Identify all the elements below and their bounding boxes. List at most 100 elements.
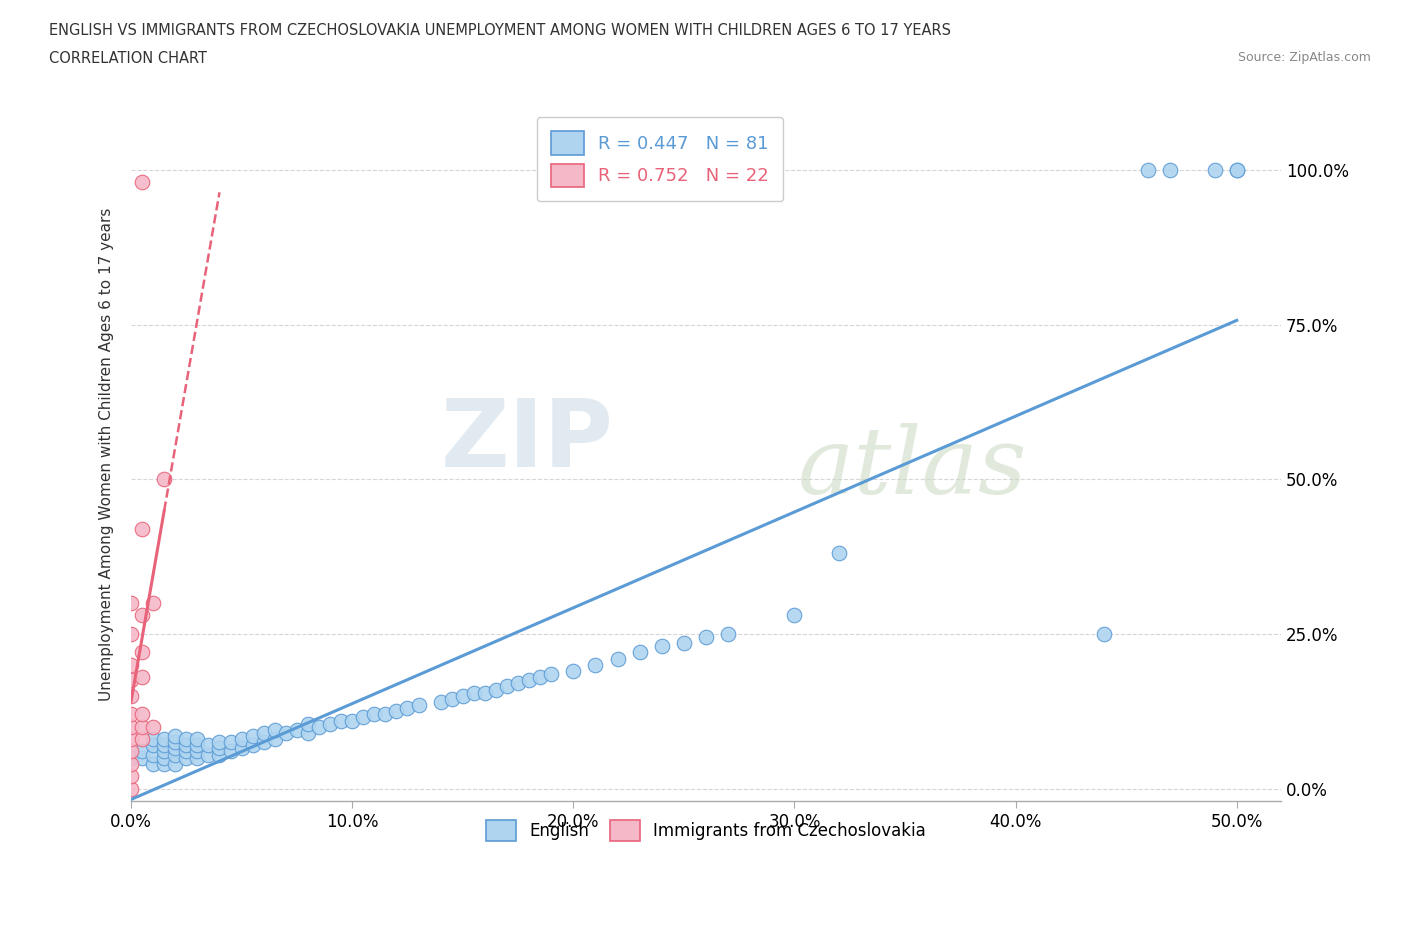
Point [165,756,187,771]
Point [153,732,176,747]
Point [242,728,264,743]
Point [496,679,519,694]
Point [517,673,540,688]
Point [176,737,198,752]
Point [120,658,142,672]
Text: atlas: atlas [799,423,1028,513]
Point [186,737,208,752]
Point [1226,163,1249,178]
Point [197,737,219,752]
Point [352,710,374,724]
Point [219,744,242,759]
Point [120,781,142,796]
Point [253,725,276,740]
Point [153,756,176,771]
Point [165,747,187,762]
Point [463,685,485,700]
Point [197,747,219,762]
Point [131,744,153,759]
Point [274,725,297,740]
Point [408,698,430,712]
Point [540,667,562,682]
Point [340,713,363,728]
Point [208,735,231,750]
Point [451,688,474,703]
Point [1092,627,1115,642]
Point [142,719,165,734]
Point [396,700,419,715]
Point [186,744,208,759]
Point [1159,163,1181,178]
Point [131,707,153,722]
Point [131,175,153,190]
Point [297,725,319,740]
Point [142,732,165,747]
Point [142,747,165,762]
Point [263,723,285,737]
Text: ZIP: ZIP [441,394,614,486]
Point [176,732,198,747]
Point [131,732,153,747]
Point [131,670,153,684]
Point [120,751,142,765]
Point [474,685,496,700]
Point [263,732,285,747]
Point [231,732,253,747]
Point [374,707,396,722]
Point [529,670,551,684]
Point [651,639,673,654]
Point [606,651,628,666]
Point [153,744,176,759]
Point [165,735,187,750]
Point [142,595,165,610]
Point [165,741,187,756]
Point [131,751,153,765]
Point [485,682,508,697]
Point [120,627,142,642]
Point [783,608,806,623]
Point [120,719,142,734]
Point [242,737,264,752]
Point [319,716,342,731]
Point [153,751,176,765]
Point [440,691,463,706]
Point [429,695,451,710]
Point [628,645,651,660]
Point [717,627,740,642]
Point [827,546,849,561]
Point [695,630,717,644]
Point [176,744,198,759]
Point [142,756,165,771]
Point [583,658,606,672]
Point [131,645,153,660]
Text: Source: ZipAtlas.com: Source: ZipAtlas.com [1237,51,1371,64]
Point [1204,163,1226,178]
Y-axis label: Unemployment Among Women with Children Ages 6 to 17 years: Unemployment Among Women with Children A… [100,207,114,701]
Point [131,719,153,734]
Point [208,741,231,756]
Point [120,688,142,703]
Point [285,723,308,737]
Point [231,741,253,756]
Point [253,735,276,750]
Point [672,636,695,651]
Point [120,707,142,722]
Text: CORRELATION CHART: CORRELATION CHART [49,51,207,66]
Point [120,732,142,747]
Point [308,719,330,734]
Point [1137,163,1160,178]
Point [176,751,198,765]
Point [363,707,385,722]
Point [186,751,208,765]
Point [385,704,408,719]
Point [1226,163,1249,178]
Point [165,728,187,743]
Point [142,737,165,752]
Point [208,747,231,762]
Text: ENGLISH VS IMMIGRANTS FROM CZECHOSLOVAKIA UNEMPLOYMENT AMONG WOMEN WITH CHILDREN: ENGLISH VS IMMIGRANTS FROM CZECHOSLOVAKI… [49,23,952,38]
Point [186,732,208,747]
Point [120,595,142,610]
Point [219,735,242,750]
Point [120,769,142,784]
Point [330,713,353,728]
